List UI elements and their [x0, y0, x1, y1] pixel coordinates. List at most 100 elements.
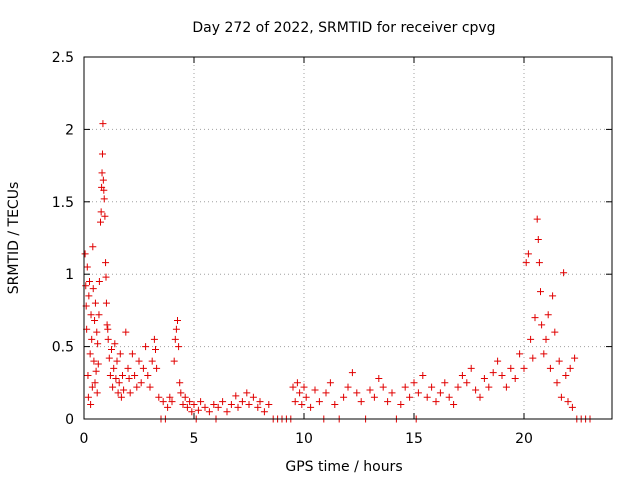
data-point	[186, 398, 194, 406]
data-point	[436, 389, 444, 397]
data-point	[410, 379, 418, 387]
data-point	[201, 403, 209, 411]
data-point	[568, 403, 576, 411]
data-point	[302, 393, 310, 401]
data-point	[401, 383, 409, 391]
data-point	[542, 335, 550, 343]
data-point	[549, 292, 557, 300]
data-point	[114, 389, 122, 397]
data-point	[234, 403, 242, 411]
data-point	[87, 311, 95, 319]
data-series	[81, 120, 594, 423]
data-point	[562, 372, 570, 380]
data-point	[524, 250, 532, 258]
data-point	[485, 383, 493, 391]
data-point	[188, 408, 196, 416]
data-point	[553, 379, 561, 387]
data-point	[472, 386, 480, 394]
data-point	[89, 243, 97, 251]
data-point	[223, 408, 231, 416]
data-point	[111, 340, 119, 348]
data-point	[564, 398, 572, 406]
data-point	[494, 357, 502, 365]
data-point	[125, 374, 133, 382]
y-tick-label: 1	[65, 267, 74, 283]
data-point	[254, 403, 262, 411]
data-point	[179, 401, 187, 409]
data-point	[104, 325, 112, 333]
data-point	[557, 393, 565, 401]
data-point	[100, 195, 108, 203]
data-point	[131, 372, 139, 380]
data-point	[95, 311, 103, 319]
data-point	[197, 398, 205, 406]
data-point	[249, 393, 257, 401]
y-tick-label: 2	[65, 122, 74, 138]
data-point	[326, 379, 334, 387]
data-point	[104, 335, 112, 343]
data-point	[375, 374, 383, 382]
data-point	[108, 345, 115, 353]
data-point	[87, 401, 95, 409]
x-tick-label: 0	[80, 431, 89, 447]
data-point	[99, 176, 107, 184]
data-point	[102, 273, 110, 281]
data-point	[91, 299, 99, 307]
data-point	[522, 259, 530, 267]
data-point	[353, 389, 361, 397]
data-point	[82, 282, 90, 290]
data-point	[135, 357, 143, 365]
data-point	[103, 321, 111, 329]
y-axis-label: SRMTID / TECUs	[6, 182, 22, 295]
data-point	[93, 328, 101, 336]
data-point	[476, 393, 484, 401]
data-point	[98, 169, 106, 177]
data-point	[119, 372, 126, 380]
data-point	[534, 235, 542, 243]
data-point	[144, 372, 152, 380]
data-point	[535, 259, 543, 267]
data-point	[174, 317, 181, 325]
data-point	[98, 150, 106, 158]
data-point	[183, 403, 191, 411]
data-point	[86, 277, 93, 285]
data-point	[99, 120, 107, 128]
data-point	[153, 364, 161, 372]
data-point	[454, 383, 462, 391]
data-point	[81, 250, 89, 258]
chart-title: Day 272 of 2022, SRMTID for receiver cpv…	[192, 20, 495, 36]
data-point	[370, 393, 378, 401]
data-point	[170, 357, 178, 365]
data-point	[194, 406, 202, 414]
data-point	[238, 398, 246, 406]
data-point	[159, 398, 167, 406]
x-tick-label: 20	[515, 431, 533, 447]
data-point	[298, 401, 306, 409]
data-point	[366, 386, 374, 394]
data-point	[86, 350, 94, 358]
data-point	[432, 398, 440, 406]
data-point	[566, 364, 574, 372]
data-point	[90, 357, 98, 365]
data-point	[84, 372, 92, 380]
data-point	[463, 379, 471, 387]
data-point	[102, 259, 110, 267]
data-point	[175, 343, 183, 351]
data-point	[97, 208, 105, 216]
data-point	[307, 403, 315, 411]
y-tick-label: 0	[65, 412, 74, 428]
data-point	[91, 317, 99, 325]
data-point	[205, 408, 213, 416]
data-point	[256, 398, 264, 406]
data-point	[419, 372, 427, 380]
data-point	[555, 357, 563, 365]
data-point	[293, 379, 301, 387]
data-point	[544, 311, 552, 319]
data-point	[117, 393, 125, 401]
data-point	[533, 215, 541, 223]
data-point	[105, 354, 113, 362]
data-point	[139, 364, 147, 372]
data-point	[128, 350, 136, 358]
data-point	[340, 393, 348, 401]
data-point	[529, 354, 537, 362]
